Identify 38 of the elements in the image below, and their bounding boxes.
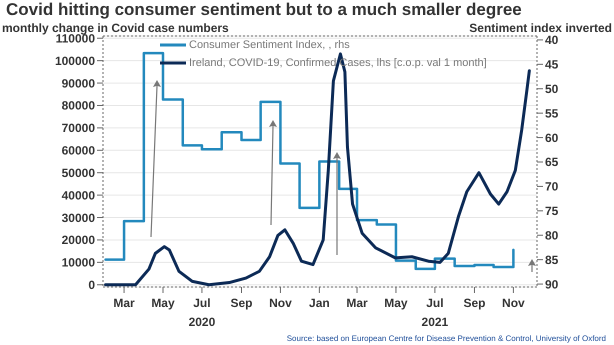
y-tick-label: 100000	[54, 54, 96, 68]
x-tick-label: Jan	[309, 296, 330, 310]
legend-label: Consumer Sentiment Index, , rhs	[189, 39, 350, 51]
y2-tick-label: 40	[545, 33, 559, 48]
y-tick-label: 70000	[62, 121, 96, 136]
y2-tick-label: 85	[545, 252, 559, 267]
x-tick-label: Sep	[230, 296, 253, 310]
y2-tick-label: 45	[545, 58, 559, 72]
y-tick-label: 0	[88, 278, 96, 292]
y2-tick-label: 75	[545, 204, 559, 218]
y2-tick-label: 65	[545, 155, 559, 170]
x-tick-label: Jul 2020	[188, 296, 216, 329]
y2-tick-label: 80	[545, 228, 559, 242]
chart-title: Covid hitting consumer sentiment but to a much smaller degree	[6, 0, 522, 20]
x-tick-label: Jul 2021	[422, 296, 449, 329]
x-tick-label: May	[384, 296, 408, 310]
y2-tick-label: 50	[545, 82, 559, 96]
y-tick-label: 60000	[62, 144, 96, 158]
x-tick-label: May	[151, 296, 175, 310]
source-note: Source: based on European Centre for Disease Prevention & Control, University of Oxford	[286, 334, 606, 343]
y2-tick-label: 60	[545, 130, 559, 145]
y2-tick-label: 55	[545, 106, 559, 120]
y-tick-label: 80000	[62, 98, 96, 113]
y-tick-label: 90000	[62, 76, 96, 90]
y2-tick-label: 70	[545, 180, 559, 194]
x-tick-label: Mar	[113, 296, 136, 310]
y-tick-label: 20000	[62, 233, 96, 248]
x-tick-label: Nov	[502, 296, 526, 310]
y2-axis-title: Sentiment index inverted	[469, 21, 612, 35]
y-tick-label: 50000	[62, 166, 96, 180]
x-tick-label: Sep	[463, 296, 486, 310]
x-tick-label: Nov	[269, 296, 292, 310]
y-tick-label: 30000	[62, 210, 96, 225]
x-tick-label: Mar	[346, 296, 368, 310]
y-tick-label: 10000	[62, 256, 96, 270]
y-tick-label: 40000	[62, 188, 96, 202]
y-axis-title: monthly change in Covid case numbers	[2, 21, 229, 35]
y2-tick-label: 90	[545, 277, 559, 292]
